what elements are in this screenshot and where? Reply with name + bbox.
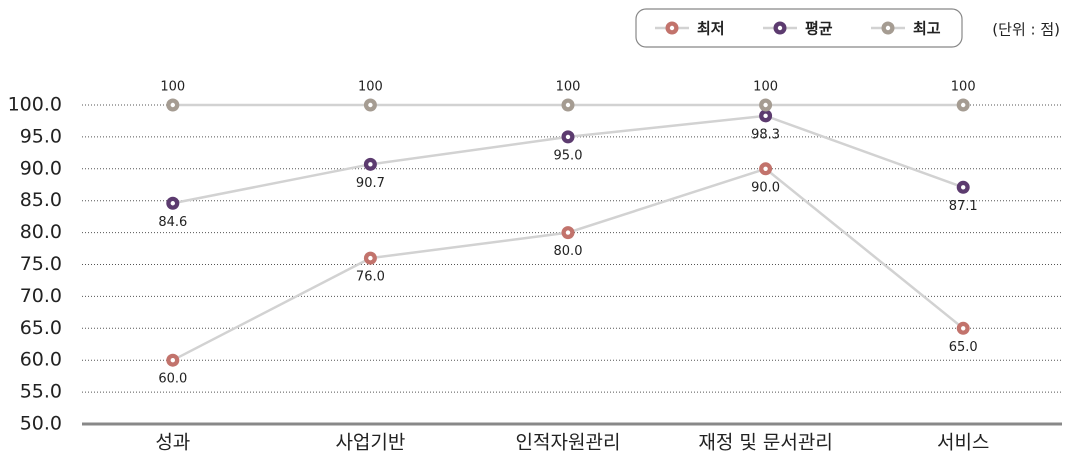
- y-tick-label: 85.0: [20, 189, 62, 211]
- marker-center: [565, 102, 571, 108]
- data-label: 100: [556, 80, 581, 95]
- marker-center: [763, 113, 768, 119]
- data-label: 100: [951, 80, 976, 95]
- marker-center: [170, 102, 175, 108]
- marker: [561, 130, 575, 144]
- y-tick-label: 50.0: [20, 413, 62, 435]
- marker-center: [565, 230, 571, 235]
- marker: [956, 98, 970, 112]
- data-label: 60.0: [158, 372, 187, 387]
- y-tick-label: 100.0: [8, 94, 62, 116]
- marker-center: [961, 185, 966, 190]
- marker: [363, 98, 377, 112]
- x-tick-label: 사업기반: [335, 432, 405, 454]
- marker-center: [170, 201, 175, 206]
- y-tick-label: 55.0: [20, 381, 62, 403]
- marker: [665, 21, 679, 35]
- data-label: 90.0: [751, 180, 780, 195]
- marker-center: [368, 255, 373, 261]
- y-tick-label: 60.0: [20, 349, 62, 371]
- marker-center: [763, 166, 768, 171]
- marker: [166, 196, 180, 210]
- marker: [561, 226, 575, 240]
- marker: [759, 98, 773, 112]
- marker: [773, 21, 787, 35]
- x-tick-label: 성과: [155, 432, 190, 454]
- unit-note: (단위 : 점): [992, 21, 1060, 39]
- marker-center: [170, 358, 175, 363]
- legend-label: 최고: [913, 20, 941, 38]
- data-label: 100: [753, 80, 778, 95]
- data-label: 80.0: [554, 244, 583, 259]
- y-tick-label: 95.0: [20, 125, 62, 147]
- marker: [166, 353, 180, 367]
- y-tick-label: 70.0: [20, 285, 62, 307]
- marker-center: [368, 102, 373, 108]
- data-label: 98.3: [751, 127, 780, 142]
- marker-center: [565, 134, 571, 140]
- marker-center: [777, 25, 783, 31]
- data-label: 90.7: [356, 176, 385, 191]
- legend-box: [635, 8, 963, 48]
- marker: [363, 157, 377, 171]
- marker: [561, 98, 575, 112]
- marker-center: [763, 102, 768, 108]
- marker: [166, 98, 180, 112]
- marker-center: [961, 102, 966, 108]
- y-tick-label: 65.0: [20, 317, 62, 339]
- y-tick-label: 80.0: [20, 221, 62, 243]
- marker-center: [669, 25, 675, 31]
- data-label: 76.0: [356, 270, 385, 285]
- data-label: 84.6: [158, 215, 187, 230]
- y-tick-label: 90.0: [20, 157, 62, 179]
- marker: [759, 109, 773, 123]
- marker: [956, 321, 970, 335]
- marker: [956, 180, 970, 194]
- marker: [881, 21, 895, 35]
- x-tick-label: 인적자원관리: [516, 432, 621, 454]
- marker: [759, 162, 773, 176]
- data-label: 65.0: [949, 340, 978, 355]
- marker: [363, 251, 377, 265]
- data-label: 100: [358, 80, 383, 95]
- legend-label: 평균: [805, 20, 833, 38]
- legend-label: 최저: [697, 20, 725, 38]
- marker-center: [961, 326, 966, 331]
- x-tick-label: 서비스: [937, 432, 989, 454]
- data-label: 87.1: [949, 199, 978, 214]
- data-label: 100: [160, 80, 185, 95]
- y-tick-label: 75.0: [20, 253, 62, 275]
- x-tick-label: 재정 및 문서관리: [698, 432, 832, 454]
- data-label: 95.0: [554, 148, 583, 163]
- marker-center: [368, 162, 373, 167]
- marker-center: [885, 25, 891, 31]
